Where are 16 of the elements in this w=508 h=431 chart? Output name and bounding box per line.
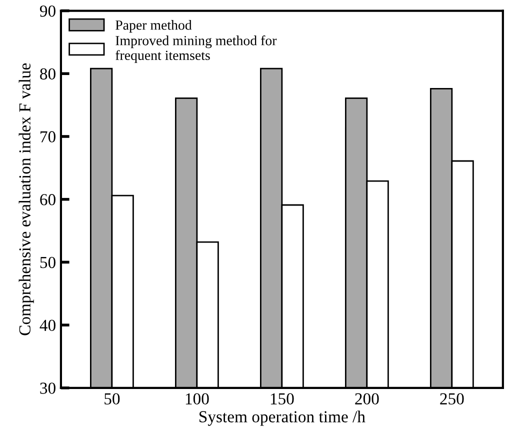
y-tick-label: 50	[40, 256, 56, 268]
y-tick-label: 70	[40, 131, 56, 142]
legend-label: Paper method	[116, 20, 192, 33]
x-axis-title: System operation time /h	[200, 410, 366, 426]
y-tick-label: 80	[40, 68, 56, 80]
y-tick-label: 90	[40, 5, 56, 17]
x-tick-label: 250	[440, 393, 464, 404]
y-tick-label: 40	[40, 320, 56, 331]
x-tick-label: 150	[270, 393, 294, 404]
y-tick-label: 30	[40, 382, 56, 394]
y-tick-label: 60	[40, 194, 56, 206]
y-axis-title: Comprehensive evaluation index F value	[18, 63, 34, 336]
legend-label: Improved mining method for frequent itemsets	[116, 35, 277, 63]
x-tick-label: 50	[104, 393, 120, 404]
x-tick-label: 200	[355, 393, 379, 404]
x-tick-label: 100	[186, 393, 209, 404]
